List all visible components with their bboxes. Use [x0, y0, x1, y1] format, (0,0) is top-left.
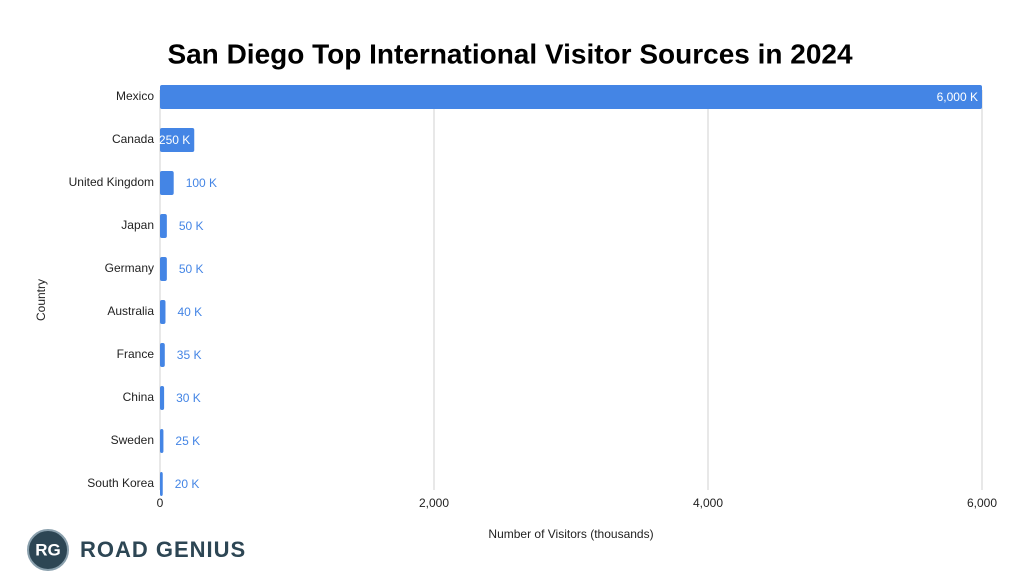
value-label: 50 K [179, 262, 204, 276]
value-label: 250 K [159, 133, 190, 147]
y-tick-label: Japan [121, 218, 154, 232]
value-label: 40 K [177, 305, 202, 319]
bar [160, 386, 165, 410]
logo: RG ROAD GENIUS [27, 529, 246, 571]
logo-badge [27, 529, 69, 571]
bar [160, 128, 195, 152]
value-label: 20 K [175, 477, 200, 491]
x-axis-label: Number of Visitors (thousands) [488, 527, 653, 541]
x-tick-label: 6,000 [967, 496, 997, 510]
chart-title: San Diego Top International Visitor Sour… [167, 38, 853, 69]
y-tick-label: China [123, 390, 155, 404]
value-label: 6,000 K [937, 90, 978, 104]
y-tick-label: Sweden [111, 433, 154, 447]
logo-initials: RG [35, 540, 61, 559]
logo-text: ROAD GENIUS [80, 537, 246, 562]
bar [160, 257, 167, 281]
x-tick-label: 2,000 [419, 496, 449, 510]
value-label: 25 K [175, 434, 200, 448]
value-label: 100 K [186, 176, 217, 190]
x-tick-label: 4,000 [693, 496, 723, 510]
y-tick-label: France [117, 347, 155, 361]
bar [160, 472, 163, 496]
y-tick-label: Germany [105, 261, 154, 275]
y-tick-label: Canada [112, 132, 154, 146]
y-tick-label: Mexico [116, 89, 154, 103]
bar [160, 429, 164, 453]
value-label: 30 K [176, 391, 201, 405]
bar [160, 214, 167, 238]
bar [160, 300, 166, 324]
y-axis-label: Country [34, 279, 48, 321]
x-tick-label: 0 [157, 496, 164, 510]
bar [160, 85, 982, 109]
y-tick-label: Australia [107, 304, 154, 318]
bar [160, 343, 165, 367]
y-tick-label: South Korea [87, 476, 154, 490]
y-tick-label: United Kingdom [69, 175, 154, 189]
value-label: 35 K [177, 348, 202, 362]
bar [160, 171, 174, 195]
value-label: 50 K [179, 219, 204, 233]
